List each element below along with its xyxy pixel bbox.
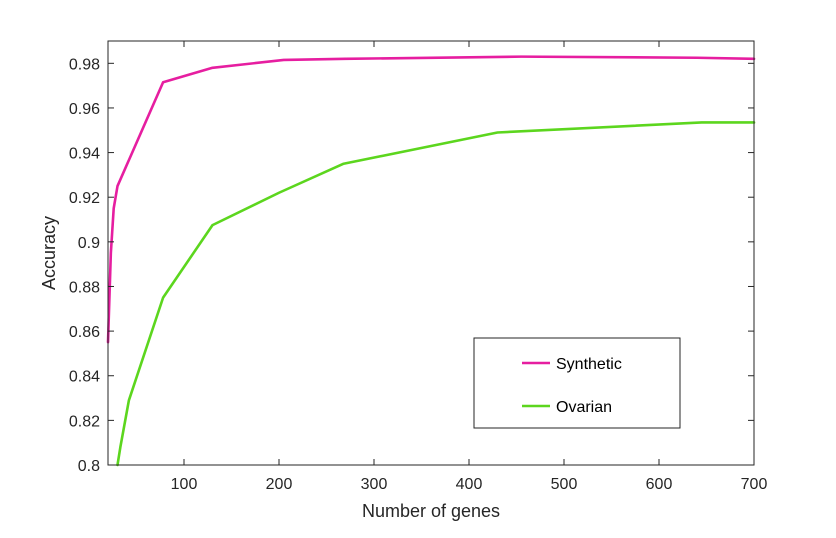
x-tick-label: 500 xyxy=(551,476,578,493)
legend: Synthetic Ovarian xyxy=(473,337,681,429)
x-tick-label: 200 xyxy=(266,476,293,493)
y-tick-label: 0.88 xyxy=(69,279,100,296)
y-tick-label: 0.82 xyxy=(69,413,100,430)
y-tick-label: 0.98 xyxy=(69,56,100,73)
series-layer xyxy=(106,55,756,467)
y-tick-label: 0.96 xyxy=(69,101,100,118)
y-tick-label: 0.84 xyxy=(69,369,100,386)
x-tick-label: 700 xyxy=(741,476,768,493)
series-line-synthetic xyxy=(106,55,756,344)
series-line-ovarian xyxy=(116,121,756,467)
x-axis-label: Number of genes xyxy=(362,501,500,521)
y-tick-label: 0.94 xyxy=(69,146,100,163)
x-tick-label: 600 xyxy=(646,476,673,493)
x-tick-label: 400 xyxy=(456,476,483,493)
legend-label-synthetic: Synthetic xyxy=(556,356,622,373)
legend-label-ovarian: Ovarian xyxy=(556,399,612,416)
axes-box xyxy=(107,40,755,466)
y-axis-label: Accuracy xyxy=(39,216,59,290)
y-tick-label: 0.9 xyxy=(78,235,100,252)
x-tick-label: 100 xyxy=(171,476,198,493)
y-tick-label: 0.86 xyxy=(69,324,100,341)
y-tick-label: 0.8 xyxy=(78,458,100,475)
axes-layer: 100 200 300 400 500 600 700 0.8 0.82 0.84 0.86 0.88… xyxy=(69,40,768,493)
x-tick-label: 300 xyxy=(361,476,388,493)
legend-box xyxy=(473,337,681,429)
y-tick-label: 0.92 xyxy=(69,190,100,207)
